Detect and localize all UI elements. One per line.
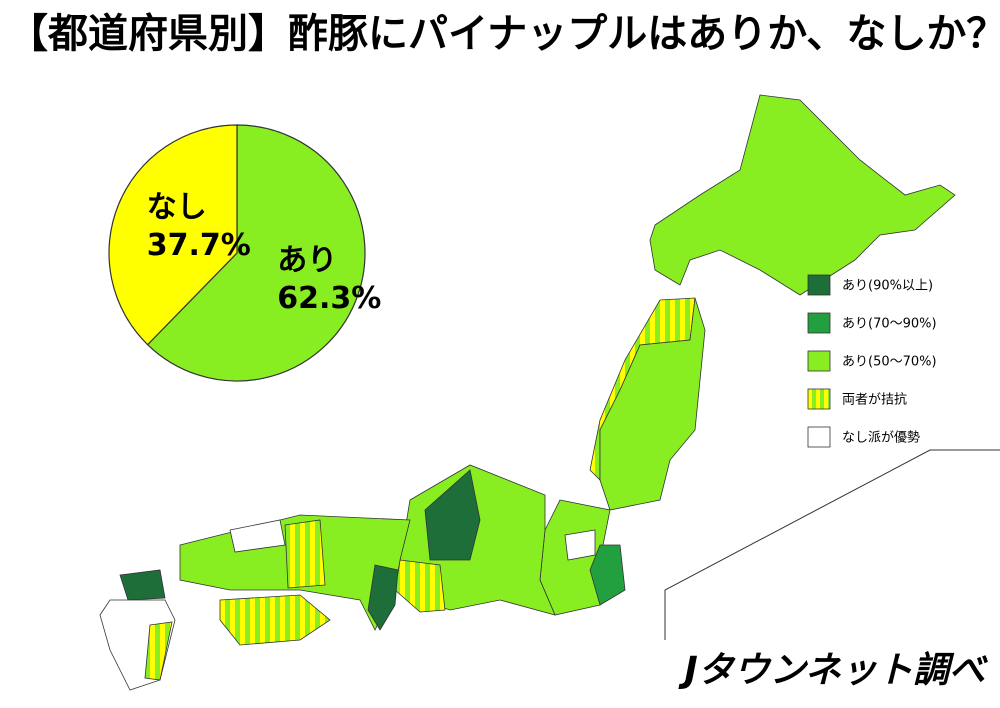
legend-label: あり(90%以上) [842, 279, 933, 294]
gifu-toyama [424, 469, 481, 561]
hokkaido [649, 94, 956, 296]
pie-slice [146, 124, 366, 382]
japan-map [99, 94, 1000, 691]
mie [367, 564, 399, 631]
title: 【都道府県別】酢豚にパイナップルはありか、なしか？ [8, 11, 1000, 57]
miyazaki [144, 621, 173, 681]
slice-label: なし [147, 190, 207, 225]
shikoku [219, 594, 331, 646]
chiba [589, 544, 626, 606]
legend-label: なし派が優勢 [842, 431, 920, 446]
legend-label: 両者が拮抗 [842, 393, 907, 408]
tokyo [564, 529, 596, 561]
slice-label: あり [277, 243, 337, 278]
legend-swatch [807, 274, 831, 296]
legend-swatch [807, 388, 831, 410]
okinawa-inset [664, 449, 1000, 640]
legend-swatch [807, 426, 831, 448]
yamaguchi [119, 569, 166, 601]
slice-value: 37.7% [147, 228, 251, 263]
aichi [394, 559, 446, 613]
legend-swatch [807, 312, 831, 334]
legend-label: あり(50〜70%) [842, 355, 937, 370]
slice-value: 62.3% [277, 281, 381, 316]
legend-label: あり(70〜90%) [842, 317, 937, 332]
legend-swatch [807, 350, 831, 372]
tottori [284, 519, 326, 589]
pie-slice [108, 124, 238, 346]
credit: Jタウンネット調べ [678, 650, 988, 691]
shimane [229, 519, 286, 553]
